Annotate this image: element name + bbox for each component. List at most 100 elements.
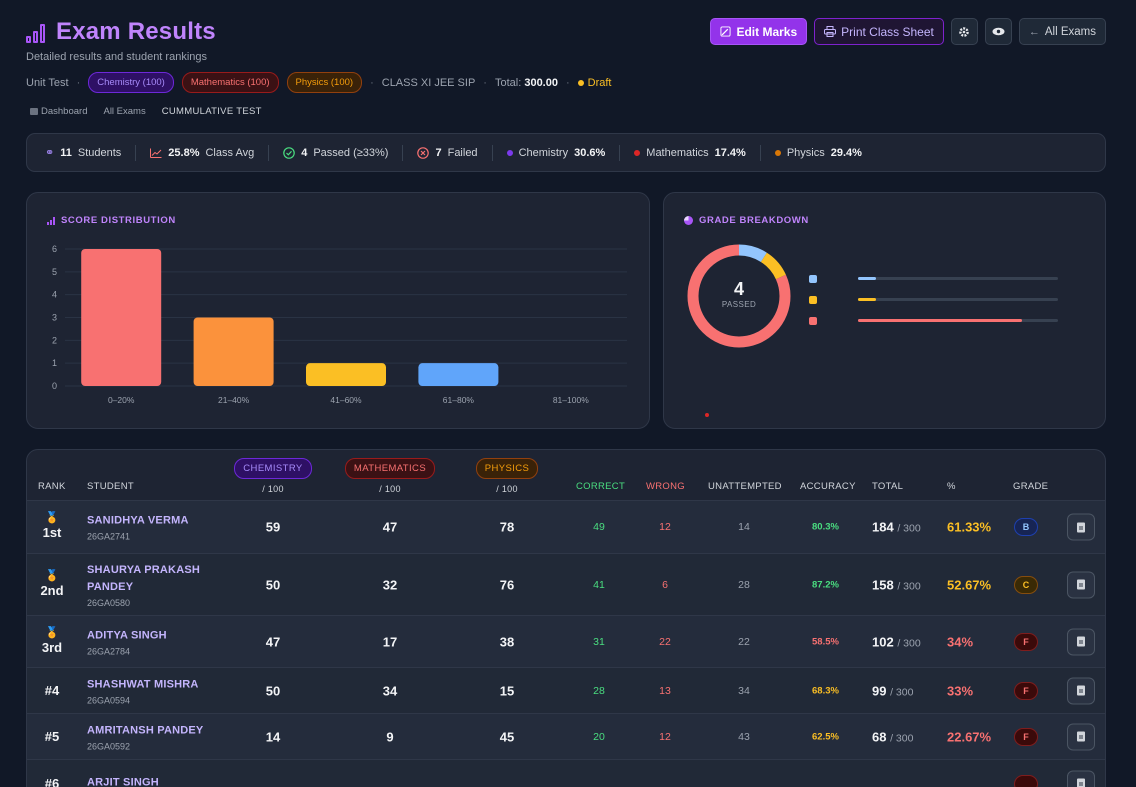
col-chemistry-pill: CHEMISTRY [234, 458, 312, 479]
y-tick-label: 6 [52, 244, 57, 254]
preview-button[interactable] [984, 18, 1012, 45]
trend-icon [150, 148, 162, 158]
student-cell[interactable]: AMRITANSH PANDEY 26GA0592 [87, 722, 227, 751]
physics-mark: 45 [499, 729, 515, 744]
failed-count: 7 [435, 146, 442, 159]
table-row[interactable]: 🏅 2nd SHAURYA PRAKASH PANDEY 26GA0580 50 32 76… [27, 554, 1105, 616]
students-label: Students [77, 146, 122, 159]
correct-count: 20 [593, 730, 605, 743]
breadcrumb-all-exams[interactable]: All Exams [103, 106, 146, 117]
legend-bar-fill [858, 298, 877, 301]
table-row[interactable]: #6 ARJIT SINGH [27, 760, 1105, 787]
accuracy-value: 87.2% [812, 579, 839, 590]
legend-row-c [809, 289, 1084, 310]
total-score: 158 / 300 [872, 577, 921, 592]
class-avg-label: Class Avg [205, 146, 255, 159]
correct-count: 49 [593, 521, 605, 533]
table-row[interactable]: 🏅 3rd ADITYA SINGH 26GA2784 47 17 38 31 22 22 58.5… [27, 616, 1105, 668]
col-chemistry-max: / 100 [262, 484, 284, 494]
student-cell[interactable]: ADITYA SINGH 26GA2784 [87, 627, 227, 656]
donut-segment-f [687, 244, 791, 348]
document-icon [1077, 731, 1085, 742]
bar-2 [306, 363, 386, 386]
breadcrumb: Dashboard All Exams CUMMULATIVE TEST [30, 106, 262, 117]
total-value: 158 [872, 577, 894, 592]
failed-label: Failed [447, 146, 478, 159]
physics-label: Physics [786, 146, 825, 159]
col-accuracy[interactable]: ACCURACY [800, 481, 856, 492]
total-max: / 300 [890, 686, 914, 698]
correct-count: 31 [593, 635, 605, 648]
x-tick-label: 41–60% [330, 395, 362, 405]
document-icon [1077, 579, 1085, 590]
carousel-dot[interactable] [705, 413, 709, 417]
report-card-button[interactable] [1067, 628, 1095, 655]
student-name[interactable]: SHASHWAT MISHRA [87, 678, 199, 690]
student-cell[interactable]: SANIDHYA VERMA 26GA2741 [87, 513, 227, 542]
print-class-sheet-label: Print Class Sheet [841, 24, 934, 39]
student-name[interactable]: ARJIT SINGH [87, 776, 159, 787]
table-row[interactable]: #4 SHASHWAT MISHRA 26GA0594 50 34 15 28 13 34 68.… [27, 668, 1105, 714]
legend-swatch [809, 316, 817, 325]
table-header: RANK STUDENT CHEMISTRY / 100 MATHEMATICS… [27, 450, 1105, 501]
report-card-button[interactable] [1067, 513, 1095, 541]
accuracy-value: 80.3% [812, 521, 839, 533]
col-unattempted[interactable]: UNATTEMPTED [708, 481, 782, 492]
accuracy-value: 58.5% [812, 636, 839, 647]
physics-mark: 38 [499, 634, 515, 649]
student-name[interactable]: SHAURYA PRAKASH PANDEY [87, 563, 201, 593]
mathematics-dot [634, 149, 641, 156]
document-icon [1077, 685, 1085, 696]
report-card-button[interactable] [1067, 770, 1095, 787]
col-grade[interactable]: GRADE [1013, 481, 1049, 492]
print-class-sheet-button[interactable]: Print Class Sheet [814, 18, 944, 45]
stats-bar: ⚭ 11 Students 25.8% Class Avg 4 Passed (… [26, 133, 1106, 172]
grade-breakdown-card: GRADE BREAKDOWN 4 PASSED [663, 192, 1106, 429]
col-student[interactable]: STUDENT [87, 481, 134, 492]
edit-icon [720, 26, 732, 37]
student-name[interactable]: SANIDHYA VERMA [87, 514, 189, 527]
edit-marks-button[interactable]: Edit Marks [710, 18, 808, 45]
percent-value: 33% [947, 683, 974, 698]
wrong-count: 6 [662, 578, 668, 591]
col-chemistry[interactable]: CHEMISTRY / 100 [223, 458, 323, 494]
y-tick-label: 0 [52, 381, 57, 391]
page-subtitle: Detailed results and student rankings [26, 51, 207, 63]
x-tick-label: 61–80% [443, 395, 475, 405]
mathematics-mark: 17 [382, 634, 398, 649]
legend-bar-fill [858, 319, 1022, 322]
col-total[interactable]: TOTAL [872, 481, 904, 492]
all-exams-button[interactable]: ← All Exams [1018, 18, 1106, 45]
legend-bar-track [858, 319, 1058, 322]
table-row[interactable]: #5 AMRITANSH PANDEY 26GA0592 14 9 45 20 12 43 62.… [27, 714, 1105, 760]
page-header: Exam Results Detailed results and studen… [26, 18, 1106, 118]
breadcrumb-dashboard[interactable]: Dashboard [30, 106, 87, 117]
chemistry-mark: 59 [265, 519, 281, 535]
student-name[interactable]: ADITYA SINGH [87, 629, 167, 641]
col-rank[interactable]: RANK [38, 481, 66, 492]
col-percent[interactable]: % [947, 481, 956, 492]
student-cell[interactable]: ARJIT SINGH [87, 774, 227, 787]
student-cell[interactable]: SHASHWAT MISHRA 26GA0594 [87, 676, 227, 705]
col-mathematics[interactable]: MATHEMATICS / 100 [340, 458, 440, 494]
total-max: / 300 [890, 732, 914, 744]
student-name[interactable]: AMRITANSH PANDEY [87, 724, 204, 736]
grade-donut-chart [687, 244, 791, 348]
passed-count: 4 [733, 279, 744, 299]
student-cell[interactable]: SHAURYA PRAKASH PANDEY 26GA0580 [87, 562, 227, 608]
rank-text: 2nd [40, 582, 64, 598]
edit-marks-label: Edit Marks [736, 24, 798, 39]
settings-button[interactable] [950, 18, 978, 45]
wrong-count: 13 [659, 684, 671, 697]
unattempted-count: 43 [738, 730, 750, 743]
students-count: 11 [60, 146, 72, 159]
table-row[interactable]: 🏅 1st SANIDHYA VERMA 26GA2741 59 47 78 49 12 14 80… [27, 501, 1105, 554]
col-correct[interactable]: CORRECT [576, 481, 626, 492]
breadcrumb-current: CUMMULATIVE TEST [161, 106, 262, 117]
report-card-button[interactable] [1067, 677, 1095, 704]
report-card-button[interactable] [1067, 723, 1095, 750]
col-physics[interactable]: PHYSICS / 100 [457, 458, 557, 494]
total-score: 68 / 300 [872, 729, 913, 744]
col-wrong[interactable]: WRONG [646, 481, 685, 492]
report-card-button[interactable] [1067, 571, 1095, 598]
